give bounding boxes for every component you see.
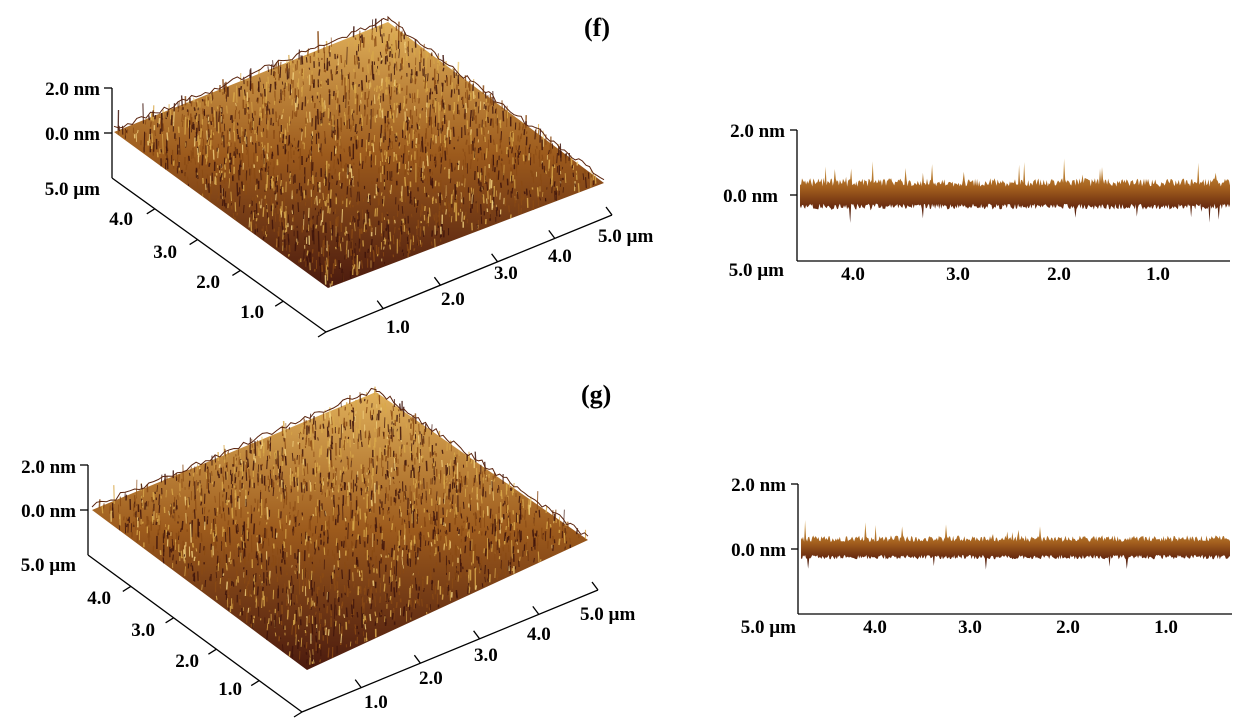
y-tick-label-g-3: 2.0 [175, 651, 199, 672]
y-axis-f [111, 177, 327, 333]
profile-g-x-label-3: 2.0 [1056, 617, 1080, 638]
profile-g-x-label-2: 3.0 [958, 617, 982, 638]
surface3d-f-texture [117, 18, 597, 288]
x-axis-g [301, 589, 599, 713]
x-tick-label-g-4: 4.0 [527, 624, 551, 645]
profile-f-y-label-mid: 0.0 nm [723, 186, 778, 207]
panel-f: (f) 2.0 nm 0.0 nm 5.0 µm 4.0 3.0 2.0 1.0… [45, 13, 1230, 338]
profile-g-x-label-1: 4.0 [863, 617, 887, 638]
z-tick-label-g-mid: 0.0 nm [21, 501, 76, 522]
y-start-label-f: 5.0 µm [45, 179, 100, 200]
profile-g-y-label-top: 2.0 nm [731, 475, 786, 496]
surface3d-f-edge [113, 15, 605, 181]
y-tick-label-g-1: 4.0 [87, 588, 111, 609]
profile-f: 2.0 nm 0.0 nm 5.0 µm 4.0 3.0 2.0 1.0 [723, 121, 1230, 285]
z-tick-label-g-top: 2.0 nm [21, 457, 76, 478]
z-tick-label-f-top: 2.0 nm [45, 79, 100, 100]
profile-f-x-label-2: 3.0 [946, 264, 970, 285]
x-tick-label-f-5: 5.0 µm [598, 226, 653, 247]
x-tick-label-f-1: 1.0 [386, 317, 410, 338]
y-tick-label-g-2: 3.0 [131, 620, 155, 641]
profile-f-x-start-label: 5.0 µm [729, 260, 784, 281]
profile-g-y-label-mid: 0.0 nm [731, 540, 786, 561]
panel-g: (g) 2.0 nm 0.0 nm 5.0 µm 4.0 3.0 2.0 1.0… [21, 380, 1232, 718]
panel-label-g: (g) [581, 380, 611, 409]
profile-f-x-label-3: 2.0 [1047, 264, 1071, 285]
surface3d-g-texture [98, 386, 587, 666]
y-start-label-g: 5.0 µm [21, 555, 76, 576]
y-tick-label-g-4: 1.0 [218, 679, 242, 700]
z-tick-label-f-mid: 0.0 nm [45, 124, 100, 145]
x-tick-label-g-2: 2.0 [419, 668, 443, 689]
surface3d-g-ticks [122, 581, 599, 718]
profile-g-x-start-label: 5.0 µm [741, 617, 796, 638]
y-tick-label-f-3: 2.0 [196, 272, 220, 293]
surface3d-g-body [92, 392, 588, 670]
profile-g-x-label-4: 1.0 [1154, 617, 1178, 638]
profile-f-trace [800, 158, 1230, 223]
panel-label-f: (f) [584, 13, 610, 42]
x-tick-label-g-3: 3.0 [474, 645, 498, 666]
x-tick-label-f-3: 3.0 [494, 263, 518, 284]
surface3d-f-ticks [146, 206, 613, 338]
x-axis-f [325, 214, 613, 333]
surface3d-g-edge [91, 387, 589, 537]
profile-g: 2.0 nm 0.0 nm 5.0 µm 4.0 3.0 2.0 1.0 [731, 475, 1232, 638]
x-tick-label-f-4: 4.0 [548, 246, 572, 267]
x-tick-label-f-2: 2.0 [441, 289, 465, 310]
x-tick-label-g-1: 1.0 [364, 692, 388, 713]
profile-f-x-label-4: 1.0 [1146, 264, 1170, 285]
surface3d-g: 2.0 nm 0.0 nm 5.0 µm 4.0 3.0 2.0 1.0 1.0… [21, 386, 635, 718]
profile-f-x-label-1: 4.0 [841, 264, 865, 285]
profile-f-y-label-top: 2.0 nm [730, 121, 785, 142]
y-tick-label-f-4: 1.0 [240, 302, 264, 323]
y-tick-label-f-1: 4.0 [109, 209, 133, 230]
y-axis-g [87, 554, 303, 713]
surface3d-f: 2.0 nm 0.0 nm 5.0 µm 4.0 3.0 2.0 1.0 1.0… [45, 15, 653, 338]
profile-g-trace [801, 520, 1230, 570]
y-tick-label-f-2: 3.0 [153, 242, 177, 263]
x-tick-label-g-5: 5.0 µm [580, 604, 635, 625]
